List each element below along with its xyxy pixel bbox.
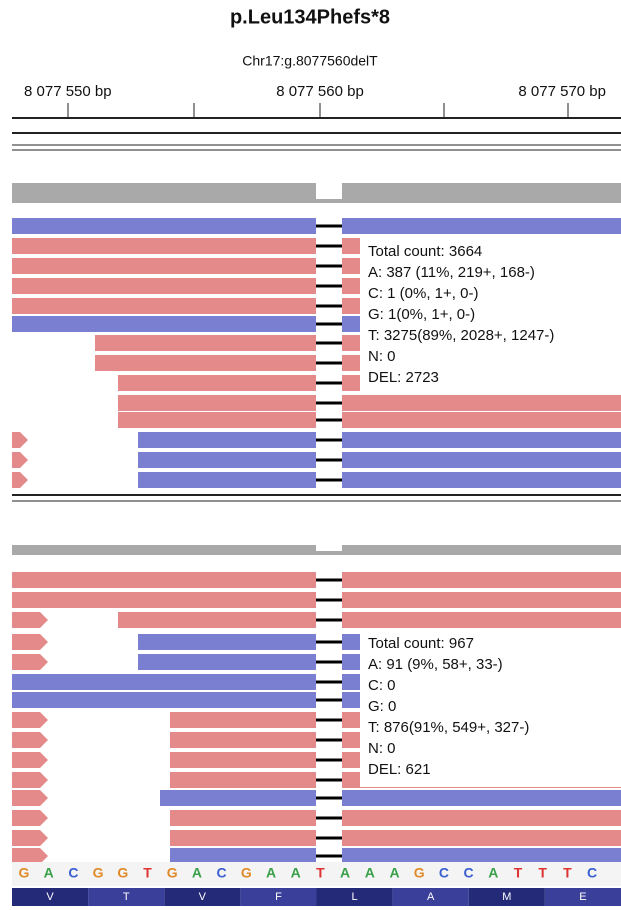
read (138, 472, 621, 488)
read-stub (12, 654, 48, 670)
base: G (19, 865, 30, 881)
tooltip-line: N: 0 (368, 740, 396, 757)
read (118, 395, 621, 411)
read-stub (12, 432, 28, 448)
read-stub (12, 732, 48, 748)
amino-acid: M (502, 891, 511, 903)
base: A (266, 865, 276, 881)
read-stub (12, 452, 28, 468)
tooltip-line: G: 1(0%, 1+, 0-) (368, 306, 475, 323)
coverage-dip (316, 199, 342, 203)
ruler-label: 8 077 560 bp (276, 83, 364, 100)
base: T (563, 865, 572, 881)
amino-acid: E (579, 891, 586, 903)
coverage-dip (316, 551, 342, 555)
base: T (316, 865, 325, 881)
tooltip-line: C: 0 (368, 677, 396, 694)
read-stub (12, 634, 48, 650)
base: C (68, 865, 78, 881)
read-stub (12, 810, 48, 826)
read-stub (12, 472, 28, 488)
base: A (389, 865, 399, 881)
base: A (340, 865, 350, 881)
read (138, 452, 621, 468)
base: A (44, 865, 54, 881)
base: T (538, 865, 547, 881)
read (118, 612, 621, 628)
coverage-gap (316, 183, 342, 199)
base: C (217, 865, 227, 881)
ruler-label: 8 077 570 bp (518, 83, 606, 100)
base: A (192, 865, 202, 881)
tooltip-line: N: 0 (368, 348, 396, 365)
read-stub (12, 790, 48, 806)
base: A (365, 865, 375, 881)
ruler-label: 8 077 550 bp (24, 83, 112, 100)
base: C (464, 865, 474, 881)
base: G (117, 865, 128, 881)
amino-acid: L (352, 891, 358, 903)
base: G (241, 865, 252, 881)
read-stub (12, 712, 48, 728)
tooltip-line: Total count: 3664 (368, 243, 482, 260)
base: G (414, 865, 425, 881)
base: A (291, 865, 301, 881)
amino-acid: A (427, 891, 435, 903)
amino-acid: F (275, 891, 282, 903)
amino-acid: V (199, 891, 207, 903)
base: C (587, 865, 597, 881)
read-stub (12, 848, 48, 864)
read-stub (12, 772, 48, 788)
read-stub (12, 612, 48, 628)
igv-view: p.Leu134Phefs*8 Chr17:g.8077560delT 8 07… (0, 0, 621, 910)
base: G (167, 865, 178, 881)
base: A (488, 865, 498, 881)
base: C (439, 865, 449, 881)
tooltip-line: Total count: 967 (368, 635, 474, 652)
tooltip-line: DEL: 621 (368, 761, 431, 778)
tooltip-line: A: 91 (9%, 58+, 33-) (368, 656, 503, 673)
read (138, 432, 621, 448)
coverage-gap (316, 545, 342, 551)
amino-acid: V (46, 891, 54, 903)
read (170, 830, 621, 846)
tooltip-line: T: 876(91%, 549+, 327-) (368, 719, 529, 736)
tooltip-line: T: 3275(89%, 2028+, 1247-) (368, 327, 554, 344)
base: T (143, 865, 152, 881)
amino-acid: T (123, 891, 130, 903)
read-stub (12, 830, 48, 846)
tooltip-line: DEL: 2723 (368, 369, 439, 386)
read (170, 848, 621, 864)
tooltip-line: G: 0 (368, 698, 396, 715)
title: p.Leu134Phefs*8 (230, 6, 390, 28)
tooltip-line: C: 1 (0%, 1+, 0-) (368, 285, 478, 302)
base: G (93, 865, 104, 881)
read (170, 810, 621, 826)
read (118, 412, 621, 428)
subtitle: Chr17:g.8077560delT (242, 53, 378, 69)
base: T (514, 865, 523, 881)
read-stub (12, 752, 48, 768)
tooltip-line: A: 387 (11%, 219+, 168-) (368, 264, 535, 281)
read (160, 790, 621, 806)
